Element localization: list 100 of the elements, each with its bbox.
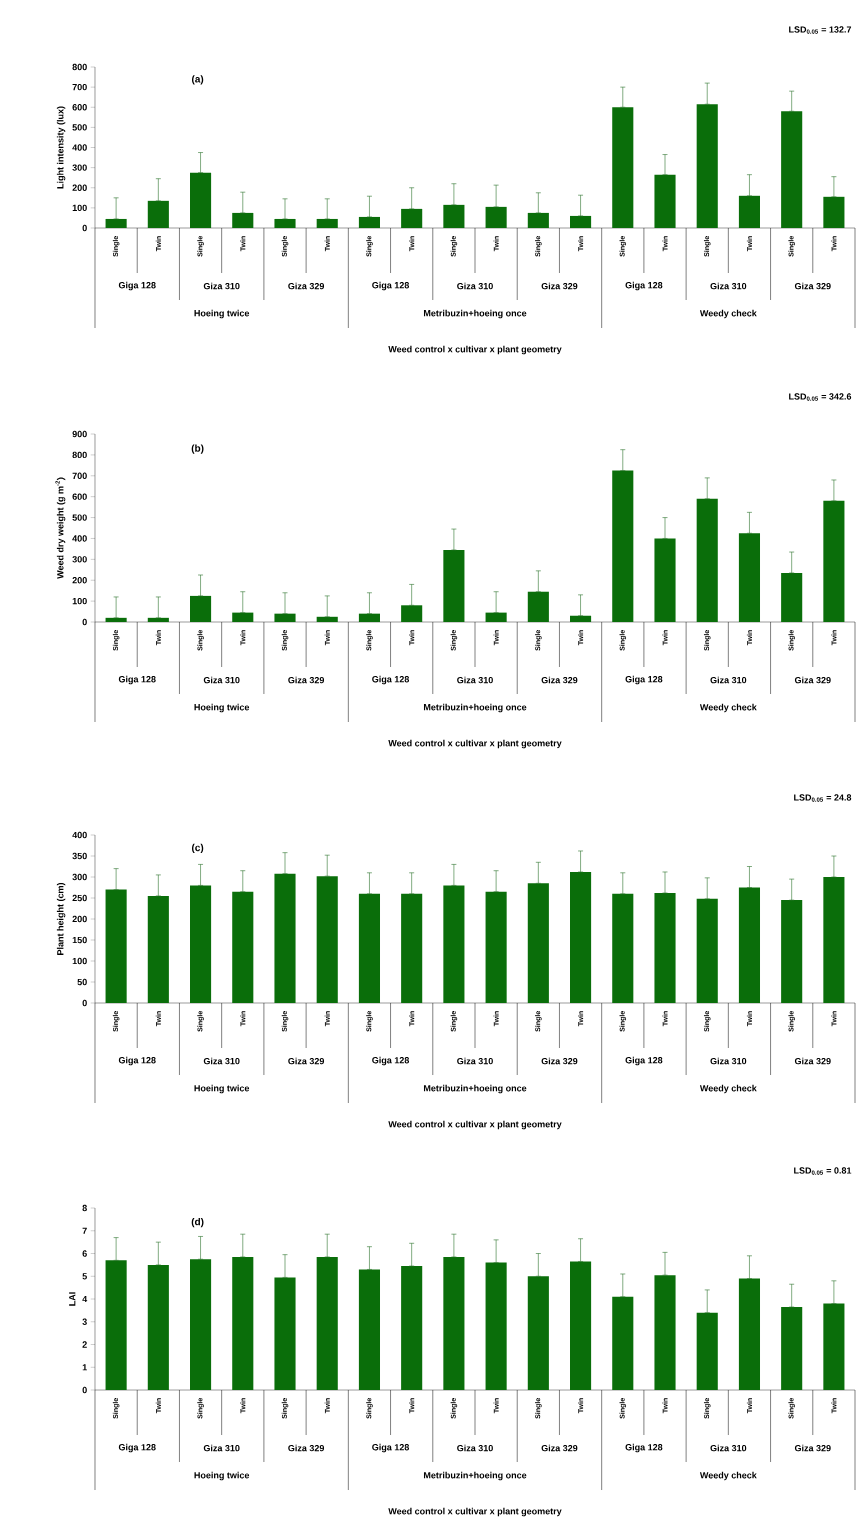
y-tick-label: 100 [72, 957, 87, 965]
y-tick-label: 150 [72, 936, 87, 944]
y-tick-label: 300 [72, 556, 87, 563]
y-tick-label: 100 [72, 204, 87, 212]
y-tick-label: 700 [72, 472, 87, 479]
y-tick-label: 7 [82, 1227, 87, 1234]
y-tick-label: 900 [72, 430, 87, 438]
y-tick-label: 300 [72, 164, 87, 171]
text: Giza 310 [457, 1057, 493, 1065]
y-tick-label: 400 [72, 831, 87, 839]
text: Metribuzin+hoeing once [423, 1471, 527, 1481]
y-axis-title: Weed dry weight (g m$^{-2}$) [55, 477, 66, 579]
text: Weedy check [699, 703, 757, 713]
text: Giga 128 [118, 675, 156, 685]
y-tick-label: 700 [72, 83, 87, 91]
text: Giga 128 [118, 1056, 156, 1066]
text: (c) [191, 843, 204, 854]
y-tick-label: 4 [82, 1295, 88, 1303]
text: Giga 128 [372, 281, 410, 291]
text: Giga 128 [372, 1443, 410, 1453]
text: (a) [191, 75, 204, 85]
text: Giza 329 [541, 676, 578, 684]
x-axis-title: Weed control x cultivar x plant geometry [388, 345, 562, 355]
y-tick-label: 0 [82, 999, 87, 1007]
text: Weedy check [699, 309, 757, 319]
text: Giza 329 [541, 1057, 578, 1065]
text: Giza 310 [710, 676, 747, 684]
text: Giga 128 [625, 1443, 663, 1453]
y-tick-label: 100 [72, 597, 87, 605]
x-axis-title: Weed control x cultivar x plant geometry [388, 1120, 562, 1130]
y-tick-label: 6 [82, 1250, 87, 1257]
text: Giza 310 [457, 282, 493, 290]
y-tick-label: 250 [72, 894, 87, 902]
text: Giza 329 [794, 676, 831, 684]
text: Giga 128 [625, 675, 663, 685]
text: Weedy check [699, 1471, 757, 1481]
y-tick-label: 400 [72, 144, 87, 151]
y-axis-title: LAI [69, 1292, 76, 1306]
x-axis-title: Weed control x cultivar x plant geometry [388, 1507, 562, 1517]
y-tick-label: 0 [82, 1386, 87, 1394]
y-tick-label: 50 [77, 978, 87, 986]
y-axis-title: Light intensity (lux) [56, 106, 66, 189]
text: Metribuzin+hoeing once [423, 1084, 527, 1094]
y-tick-label: 0 [82, 224, 87, 232]
text: Giza 310 [710, 1444, 747, 1452]
y-tick-label: 300 [72, 873, 87, 881]
text: Giza 329 [794, 1057, 831, 1065]
text: Giza 310 [710, 282, 747, 290]
text: Giza 329 [541, 282, 578, 290]
x-axis-title: Weed control x cultivar x plant geometry [388, 739, 562, 749]
text: Hoeing twice [194, 309, 250, 319]
text: (b) [191, 444, 204, 454]
text: Hoeing twice [194, 703, 250, 713]
text: Giga 128 [372, 1056, 410, 1066]
text: Giza 329 [541, 1444, 578, 1452]
text: Giza 310 [203, 676, 240, 684]
y-tick-label: 200 [72, 577, 87, 584]
text: Hoeing twice [194, 1084, 250, 1094]
text: Giza 329 [794, 282, 831, 290]
text: Weedy check [699, 1084, 757, 1094]
text: Giza 329 [288, 676, 325, 684]
text: Giga 128 [625, 1056, 663, 1066]
text: Giza 329 [288, 1444, 325, 1452]
text: (d) [191, 1217, 204, 1228]
text: Giza 329 [794, 1444, 831, 1452]
text: Giza 310 [710, 1057, 747, 1065]
y-tick-label: 500 [72, 514, 87, 521]
text: Giza 310 [457, 1444, 493, 1452]
y-tick-label: 500 [72, 124, 87, 131]
text: Giga 128 [118, 1443, 156, 1453]
text: Metribuzin+hoeing once [423, 703, 527, 713]
chart-subtitle: LSD$_{0.05}$ = 0.81 [794, 1167, 852, 1175]
y-tick-label: 200 [72, 184, 87, 191]
y-tick-label: 3 [82, 1318, 87, 1325]
text: Hoeing twice [194, 1471, 250, 1481]
y-tick-label: 350 [72, 852, 87, 860]
y-tick-label: 800 [72, 451, 87, 459]
chart-subtitle: LSD$_{0.05}$ = 24.8 [794, 794, 852, 802]
text: Giza 310 [457, 676, 493, 684]
y-tick-label: 8 [82, 1204, 87, 1212]
text: Giza 310 [203, 1444, 240, 1452]
y-axis-title: Plant height (cm) [56, 882, 66, 955]
y-tick-label: 2 [82, 1341, 87, 1348]
text: Giga 128 [118, 281, 156, 291]
text: Giza 329 [288, 1057, 325, 1065]
y-tick-label: 600 [72, 493, 87, 500]
y-tick-label: 1 [82, 1364, 87, 1371]
text: Giza 329 [288, 282, 325, 290]
text: Giza 310 [203, 282, 240, 290]
y-tick-label: 200 [72, 915, 87, 923]
text: Giga 128 [625, 281, 663, 291]
chart-subtitle: LSD$_{0.05}$ = 342.6 [789, 393, 852, 401]
y-tick-label: 0 [82, 618, 87, 626]
chart-subtitle: LSD$_{0.05}$ = 132.7 [789, 26, 852, 34]
y-tick-label: 5 [82, 1273, 87, 1280]
y-tick-label: 600 [72, 104, 87, 111]
y-tick-label: 800 [72, 63, 87, 71]
text: Giga 128 [372, 675, 410, 685]
text: Metribuzin+hoeing once [423, 309, 527, 319]
y-tick-label: 400 [72, 535, 87, 542]
